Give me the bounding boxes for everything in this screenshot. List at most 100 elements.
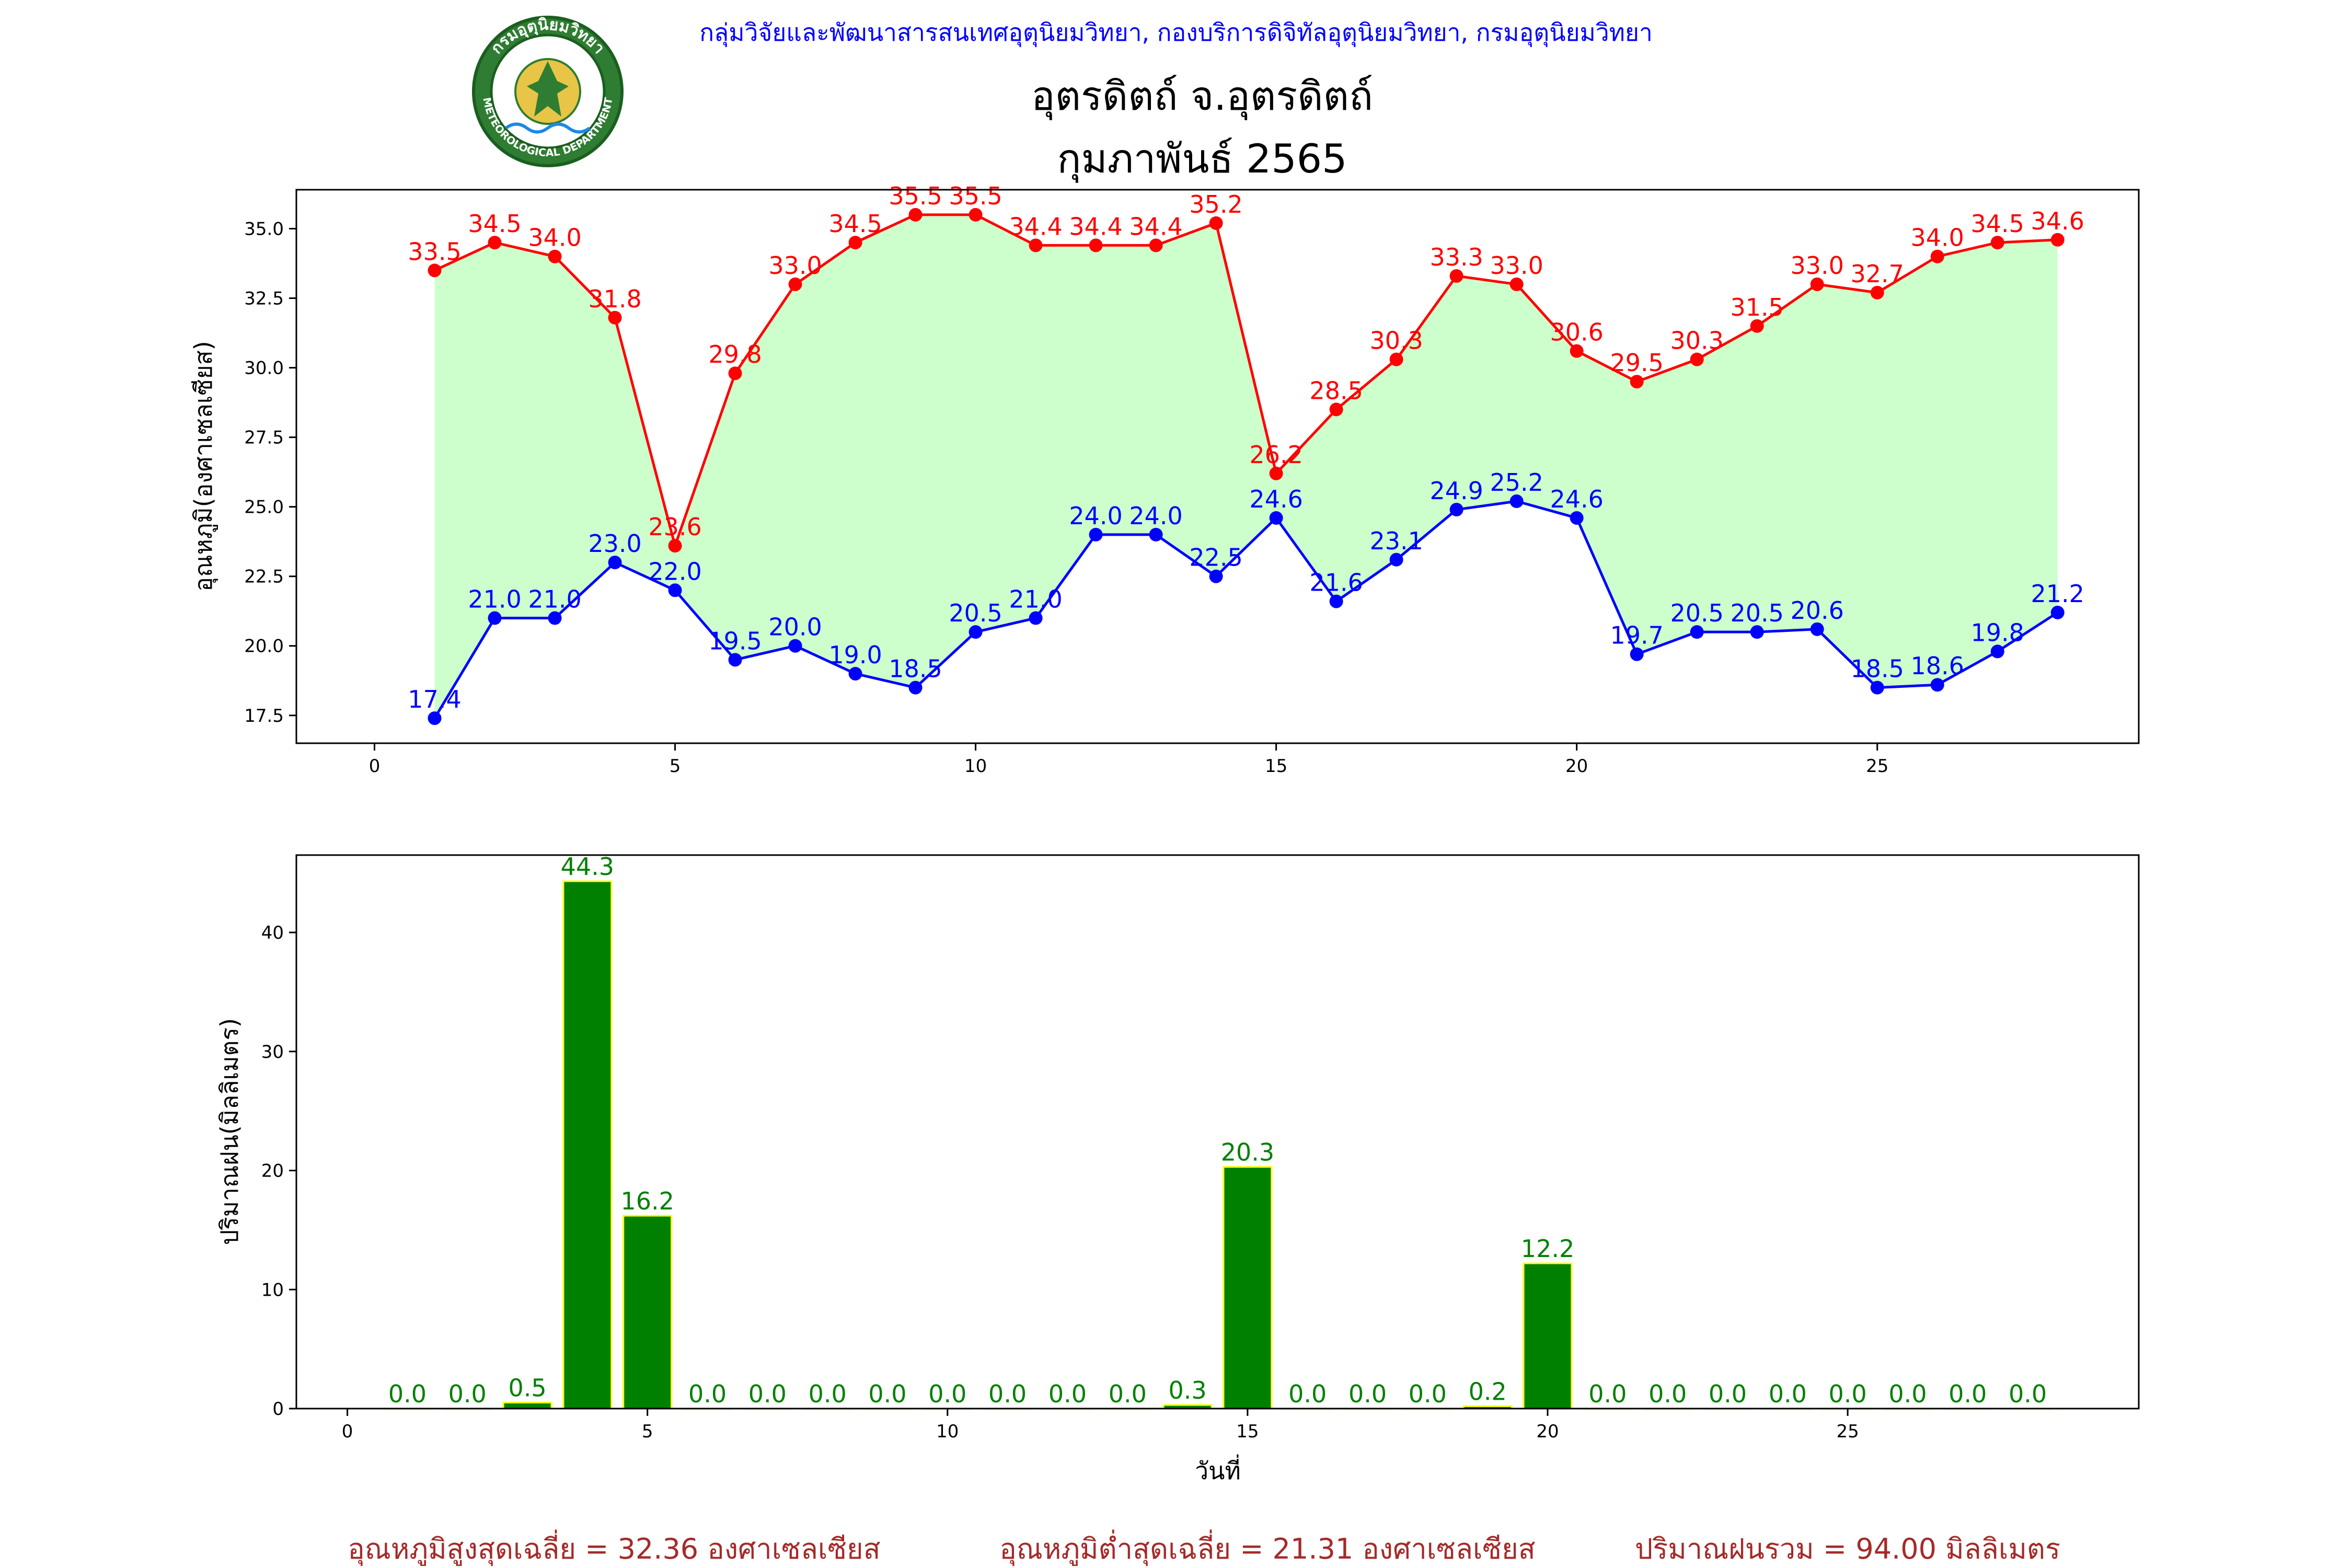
temperature-fill-area bbox=[434, 214, 2058, 719]
rainfall-label: 0.2 bbox=[1469, 1377, 1507, 1405]
min-temperature-point bbox=[1750, 625, 1764, 639]
min-temperature-point bbox=[1570, 511, 1584, 525]
logo-figure-icon bbox=[527, 61, 569, 117]
x-tick-label: 0 bbox=[369, 756, 381, 777]
rainfall-x-axis-label: วันที่ bbox=[1195, 1454, 1241, 1485]
chart-title-period: กุมภาพันธ์ 2565 bbox=[1057, 135, 1347, 183]
rainfall-data-labels: 0.0 0.0 0.5 44.3 16.2 0.0 0.0 0.0 0.0 0.0 0.0 0.0 0.… bbox=[388, 852, 2047, 1408]
max-temperature-label: 34.4 bbox=[1009, 212, 1062, 240]
rainfall-label: 0.0 bbox=[1709, 1380, 1747, 1408]
max-temperature-label: 29.5 bbox=[1610, 349, 1663, 377]
max-temperature-point bbox=[1149, 238, 1163, 252]
max-temperature-point bbox=[1209, 216, 1223, 230]
max-temperature-point bbox=[1570, 344, 1584, 358]
x-tick-label: 5 bbox=[670, 756, 681, 777]
temperature-y-axis: 17.5 20.0 22.5 25.0 27.5 30.0 32.5 35.0 bbox=[244, 219, 296, 727]
min-temperature-line bbox=[433, 500, 2059, 719]
max-temperature-label: 34.4 bbox=[1129, 212, 1182, 240]
min-temperature-point bbox=[848, 666, 862, 681]
min-temperature-point bbox=[1089, 527, 1103, 541]
min-temperature-point bbox=[1690, 625, 1704, 639]
min-temperature-label: 22.0 bbox=[648, 557, 701, 585]
min-temperature-point bbox=[1870, 681, 1884, 695]
x-tick-label: 20 bbox=[1536, 1421, 1559, 1442]
y-tick-label: 25.0 bbox=[244, 497, 284, 518]
rainfall-label: 0.3 bbox=[1169, 1376, 1207, 1404]
summary-avg-min: อุณหภูมิต่ำสุดเฉลี่ย = 21.31 องศาเซลเซีย… bbox=[999, 1529, 1535, 1566]
x-tick-label: 20 bbox=[1565, 756, 1588, 777]
max-temperature-label: 34.5 bbox=[468, 210, 521, 238]
rainfall-bar bbox=[562, 880, 613, 1410]
chart-title-station: อุตรดิตถ์ จ.อุตรดิตถ์ bbox=[1031, 73, 1373, 120]
min-temperature-label: 21.0 bbox=[1009, 585, 1062, 614]
max-temperature-point bbox=[1449, 269, 1463, 283]
max-temperature-point bbox=[788, 277, 802, 291]
rainfall-label: 0.0 bbox=[809, 1380, 847, 1408]
rainfall-label: 0.0 bbox=[928, 1380, 966, 1408]
max-temperature-label: 33.3 bbox=[1429, 243, 1483, 271]
max-temperature-point bbox=[1509, 277, 1524, 291]
rainfall-plot-frame bbox=[295, 854, 2140, 1410]
rainfall-label: 0.0 bbox=[1949, 1380, 1987, 1408]
summary-total-rain: ปริมาณฝนรวม = 94.00 มิลลิเมตร bbox=[1635, 1532, 2060, 1565]
x-tick-label: 10 bbox=[964, 756, 987, 777]
min-temperature-label: 24.6 bbox=[1249, 485, 1302, 513]
rainfall-label: 0.0 bbox=[1888, 1380, 1927, 1408]
y-tick-label: 22.5 bbox=[244, 567, 284, 587]
min-temperature-point bbox=[1269, 511, 1283, 525]
x-tick-label: 15 bbox=[1236, 1421, 1259, 1442]
max-temperature-label: 26.2 bbox=[1249, 441, 1302, 469]
rainfall-bars bbox=[382, 880, 2053, 1410]
rainfall-label: 0.0 bbox=[1048, 1380, 1087, 1408]
max-temperature-label: 33.5 bbox=[408, 237, 461, 266]
rainfall-bar bbox=[622, 1215, 673, 1410]
temperature-lines bbox=[433, 213, 2059, 719]
y-tick-label: 35.0 bbox=[244, 219, 284, 240]
x-tick-label: 25 bbox=[1866, 756, 1888, 777]
max-temperature-label: 35.2 bbox=[1189, 190, 1242, 218]
min-temperature-label: 19.5 bbox=[708, 627, 762, 655]
max-temperature-point bbox=[1750, 319, 1764, 333]
rainfall-label: 0.0 bbox=[868, 1380, 906, 1408]
max-temperature-label: 30.6 bbox=[1550, 318, 1603, 347]
min-temperature-label: 20.5 bbox=[1730, 599, 1783, 627]
max-temperature-label: 34.0 bbox=[528, 224, 581, 252]
min-temperature-label: 20.5 bbox=[949, 599, 1002, 627]
max-temperature-label: 30.3 bbox=[1369, 327, 1423, 355]
min-temperature-label: 18.5 bbox=[1851, 655, 1904, 683]
min-temperature-label: 20.6 bbox=[1790, 596, 1843, 625]
rainfall-label: 16.2 bbox=[620, 1187, 674, 1215]
rainfall-label: 0.5 bbox=[508, 1374, 546, 1402]
min-temperature-label: 24.0 bbox=[1069, 502, 1122, 530]
min-temperature-label: 21.0 bbox=[528, 585, 581, 614]
max-temperature-point bbox=[1810, 277, 1824, 291]
min-temperature-point bbox=[668, 583, 682, 597]
min-temperature-label: 18.6 bbox=[1911, 652, 1964, 680]
temperature-range-fill bbox=[434, 214, 2058, 719]
min-temperature-label: 20.0 bbox=[768, 613, 822, 641]
max-temperature-label: 30.3 bbox=[1670, 327, 1723, 355]
y-tick-label: 20 bbox=[261, 1161, 284, 1182]
min-temperature-point bbox=[1149, 527, 1163, 541]
min-temperature-point bbox=[1990, 644, 2004, 659]
min-temperature-label: 21.2 bbox=[2031, 580, 2084, 608]
rainfall-label: 0.0 bbox=[388, 1380, 426, 1408]
max-temperature-label: 34.5 bbox=[828, 210, 882, 238]
min-temperature-label: 21.6 bbox=[1309, 569, 1363, 597]
department-logo: กรมอุตุนิยมวิทยา METEOROLOGICAL DEPARTME… bbox=[472, 16, 624, 167]
rainfall-label: 0.0 bbox=[688, 1380, 727, 1408]
max-temperature-point bbox=[1930, 249, 1944, 263]
max-temperature-point bbox=[728, 366, 742, 381]
rainfall-y-axis-label: ปริมาณฝน(มิลลิเมตร) bbox=[215, 1018, 244, 1245]
min-temperature-point bbox=[1810, 622, 1824, 636]
rainfall-label: 0.0 bbox=[1109, 1380, 1147, 1408]
rainfall-label: 0.0 bbox=[1348, 1380, 1387, 1408]
rainfall-label: 44.3 bbox=[561, 852, 614, 881]
max-temperature-label: 31.5 bbox=[1730, 293, 1783, 321]
min-temperature-label: 23.0 bbox=[588, 529, 641, 558]
x-tick-label: 10 bbox=[936, 1421, 959, 1442]
max-temperature-point bbox=[1690, 352, 1704, 366]
y-tick-label: 27.5 bbox=[244, 428, 284, 448]
max-temperature-point bbox=[1269, 466, 1283, 480]
